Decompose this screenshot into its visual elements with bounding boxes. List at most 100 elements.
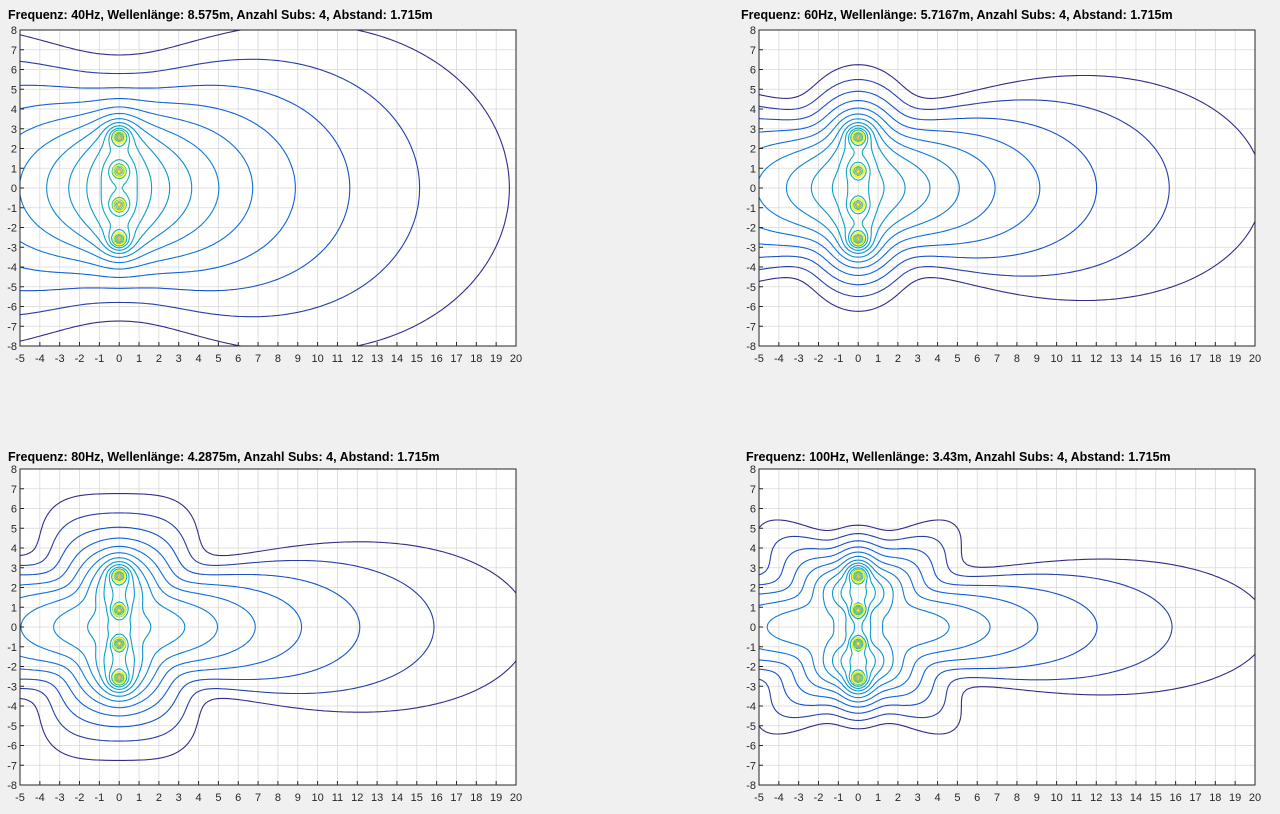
contour-level — [113, 132, 126, 244]
y-tick-label: -6 — [746, 302, 756, 314]
x-tick-label: 7 — [994, 353, 1000, 365]
contour-level — [848, 567, 868, 687]
subplot-3: Frequenz: 80Hz, Wellenlänge: 4.2875m, An… — [7, 450, 522, 804]
x-tick-label: 10 — [1050, 792, 1062, 804]
x-tick-label: 17 — [450, 792, 462, 804]
y-tick-label: -5 — [7, 721, 17, 733]
x-tick-label: -2 — [75, 353, 85, 365]
x-tick-label: -1 — [833, 792, 843, 804]
y-tick-label: -3 — [746, 681, 756, 693]
x-tick-label: 1 — [875, 792, 881, 804]
y-tick-label: -1 — [746, 642, 756, 654]
y-tick-label: 5 — [11, 523, 17, 535]
x-tick-label: 15 — [1150, 353, 1162, 365]
y-tick-label: 7 — [750, 45, 756, 57]
contour-level — [107, 129, 131, 247]
contour-level — [118, 609, 121, 645]
x-tick-label: 11 — [332, 792, 343, 804]
y-tick-label: -2 — [7, 662, 17, 674]
subplot-1: Frequenz: 40Hz, Wellenlänge: 8.575m, Anz… — [7, 8, 522, 365]
y-tick-label: 0 — [11, 622, 17, 634]
y-tick-label: 8 — [11, 25, 17, 37]
y-tick-label: -3 — [7, 242, 17, 254]
y-tick-label: 4 — [750, 543, 756, 555]
subwoofer-marker — [112, 130, 126, 144]
x-tick-label: 14 — [1130, 792, 1142, 804]
x-tick-label: 2 — [156, 792, 162, 804]
x-tick-label: -4 — [35, 792, 45, 804]
contour-level — [840, 564, 876, 690]
x-tick-label: -3 — [794, 792, 804, 804]
y-tick-label: 6 — [750, 65, 756, 77]
y-tick-label: 5 — [750, 84, 756, 96]
y-tick-label: 1 — [750, 602, 756, 614]
y-tick-label: -2 — [7, 223, 17, 235]
x-tick-label: 18 — [470, 792, 482, 804]
contour-level — [86, 125, 153, 251]
y-tick-label: 4 — [11, 104, 17, 116]
x-tick-label: 4 — [195, 792, 201, 804]
subwoofer-marker — [112, 232, 126, 246]
x-tick-label: 8 — [275, 353, 281, 365]
x-tick-label: 13 — [371, 353, 383, 365]
x-tick-label: 17 — [1189, 353, 1201, 365]
subplot-2: Frequenz: 60Hz, Wellenlänge: 5.7167m, An… — [741, 8, 1261, 365]
x-tick-label: 8 — [1014, 792, 1020, 804]
x-tick-label: 0 — [855, 792, 861, 804]
x-tick-label: 7 — [994, 792, 1000, 804]
contour-level — [52, 557, 186, 697]
y-tick-label: -6 — [7, 302, 17, 314]
x-tick-label: -4 — [774, 353, 784, 365]
y-tick-label: -7 — [7, 760, 17, 772]
y-tick-label: 0 — [750, 183, 756, 195]
x-tick-label: 14 — [1130, 353, 1142, 365]
y-tick-label: -8 — [7, 780, 17, 792]
y-tick-label: -4 — [746, 701, 756, 713]
contour-level — [103, 564, 135, 690]
contour-level — [20, 30, 510, 346]
x-tick-label: 16 — [1170, 353, 1182, 365]
y-tick-label: -3 — [746, 242, 756, 254]
x-tick-label: 12 — [351, 792, 363, 804]
subplot-4: Frequenz: 100Hz, Wellenlänge: 3.43m, Anz… — [746, 450, 1261, 804]
contour-lines — [759, 519, 1255, 735]
contour-level — [857, 609, 860, 645]
x-tick-label: 12 — [1090, 792, 1102, 804]
y-tick-label: 2 — [11, 144, 17, 156]
x-tick-label: -5 — [754, 353, 764, 365]
contour-level — [857, 170, 860, 206]
x-tick-label: 6 — [235, 353, 241, 365]
x-tick-label: 0 — [116, 792, 122, 804]
y-tick-label: 1 — [750, 163, 756, 175]
y-tick-label: 2 — [750, 144, 756, 156]
x-tick-label: -4 — [35, 353, 45, 365]
contour-level — [20, 106, 254, 270]
x-tick-label: -1 — [833, 353, 843, 365]
x-tick-label: -3 — [55, 792, 65, 804]
x-tick-label: 9 — [295, 353, 301, 365]
x-tick-label: 7 — [255, 353, 261, 365]
x-tick-label: 6 — [974, 353, 980, 365]
x-tick-label: 13 — [1110, 353, 1122, 365]
x-tick-label: 3 — [176, 353, 182, 365]
x-tick-label: 19 — [1229, 353, 1241, 365]
x-tick-label: 15 — [411, 353, 423, 365]
x-tick-label: 4 — [195, 353, 201, 365]
y-tick-label: 0 — [750, 622, 756, 634]
contour-level — [845, 127, 871, 249]
x-tick-label: 19 — [1229, 792, 1241, 804]
x-tick-label: 3 — [915, 792, 921, 804]
contour-level — [20, 493, 516, 761]
y-tick-label: -5 — [746, 282, 756, 294]
subwoofer-marker — [851, 232, 865, 246]
contour-level — [759, 107, 996, 269]
x-tick-label: 20 — [510, 353, 522, 365]
x-tick-label: 10 — [311, 353, 323, 365]
y-tick-label: 5 — [11, 84, 17, 96]
y-tick-label: -4 — [746, 262, 756, 274]
contour-level — [759, 519, 1255, 735]
y-tick-label: 5 — [750, 523, 756, 535]
contour-level — [86, 560, 152, 694]
subwoofer-marker — [112, 569, 126, 583]
x-tick-label: 11 — [332, 353, 343, 365]
